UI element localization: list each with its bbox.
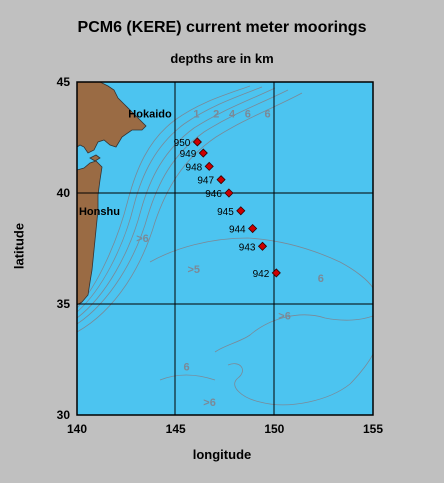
small-island — [89, 154, 101, 162]
mooring-marker — [198, 148, 208, 158]
mooring-label: 948 — [186, 162, 203, 173]
x-tick-label: 140 — [67, 422, 87, 436]
honshu-landmass — [77, 160, 103, 306]
x-axis-label: longitude — [192, 447, 252, 462]
contour-label: 6 — [318, 273, 324, 285]
mooring-label: 945 — [217, 207, 234, 218]
mooring-marker — [224, 188, 234, 198]
mooring-label: 944 — [229, 225, 246, 236]
place-labels: Hokaido Honshu — [79, 109, 172, 219]
y-tick-labels: 30 35 40 45 — [57, 75, 71, 422]
mooring-marker — [216, 175, 226, 185]
mooring-label: 947 — [197, 176, 214, 187]
chart-subtitle: depths are in km — [170, 51, 274, 66]
contour-label: 6 — [245, 109, 251, 121]
mooring-marker — [248, 223, 258, 234]
y-tick-label: 40 — [57, 186, 71, 200]
mooring-marker — [257, 241, 268, 251]
mooring-label: 943 — [239, 242, 256, 253]
contour-labels: 1 2 4 6 6>6>56>66>6 — [136, 109, 324, 410]
chart-title: PCM6 (KERE) current meter moorings — [77, 19, 367, 36]
contour-label: >6 — [278, 311, 291, 323]
mooring-label: 942 — [253, 269, 270, 280]
x-tick-label: 155 — [363, 422, 383, 436]
contour-label: 1 — [193, 109, 199, 121]
hokkaido-landmass — [77, 82, 147, 154]
mooring-marker — [192, 137, 202, 147]
contour-label: >5 — [188, 264, 201, 276]
y-tick-label: 30 — [57, 408, 71, 422]
mooring-marker — [271, 268, 281, 278]
bathymetry-contours — [77, 85, 373, 406]
x-tick-labels: 140 145 150 155 — [67, 422, 383, 436]
mooring-label: 949 — [180, 149, 197, 160]
contour-label: 4 — [229, 109, 236, 121]
contour-label: >6 — [203, 397, 216, 409]
contour-label: 6 — [184, 362, 190, 374]
y-tick-label: 35 — [57, 297, 71, 311]
place-label: Honshu — [79, 206, 120, 218]
x-tick-label: 150 — [264, 422, 284, 436]
mooring-label: 946 — [205, 189, 222, 200]
contour-label: >6 — [136, 233, 149, 245]
contour-label: 6 — [264, 109, 270, 121]
place-label: Hokaido — [128, 109, 172, 121]
plot-frame — [76, 81, 374, 416]
mooring-marker — [204, 161, 214, 171]
ocean-area — [77, 82, 373, 415]
x-tick-label: 145 — [166, 422, 186, 436]
mooring-marker — [236, 206, 246, 216]
mooring-label: 950 — [174, 138, 191, 149]
y-tick-label: 45 — [57, 75, 71, 89]
contour-label: 2 — [213, 109, 219, 121]
land-masses — [77, 82, 147, 306]
